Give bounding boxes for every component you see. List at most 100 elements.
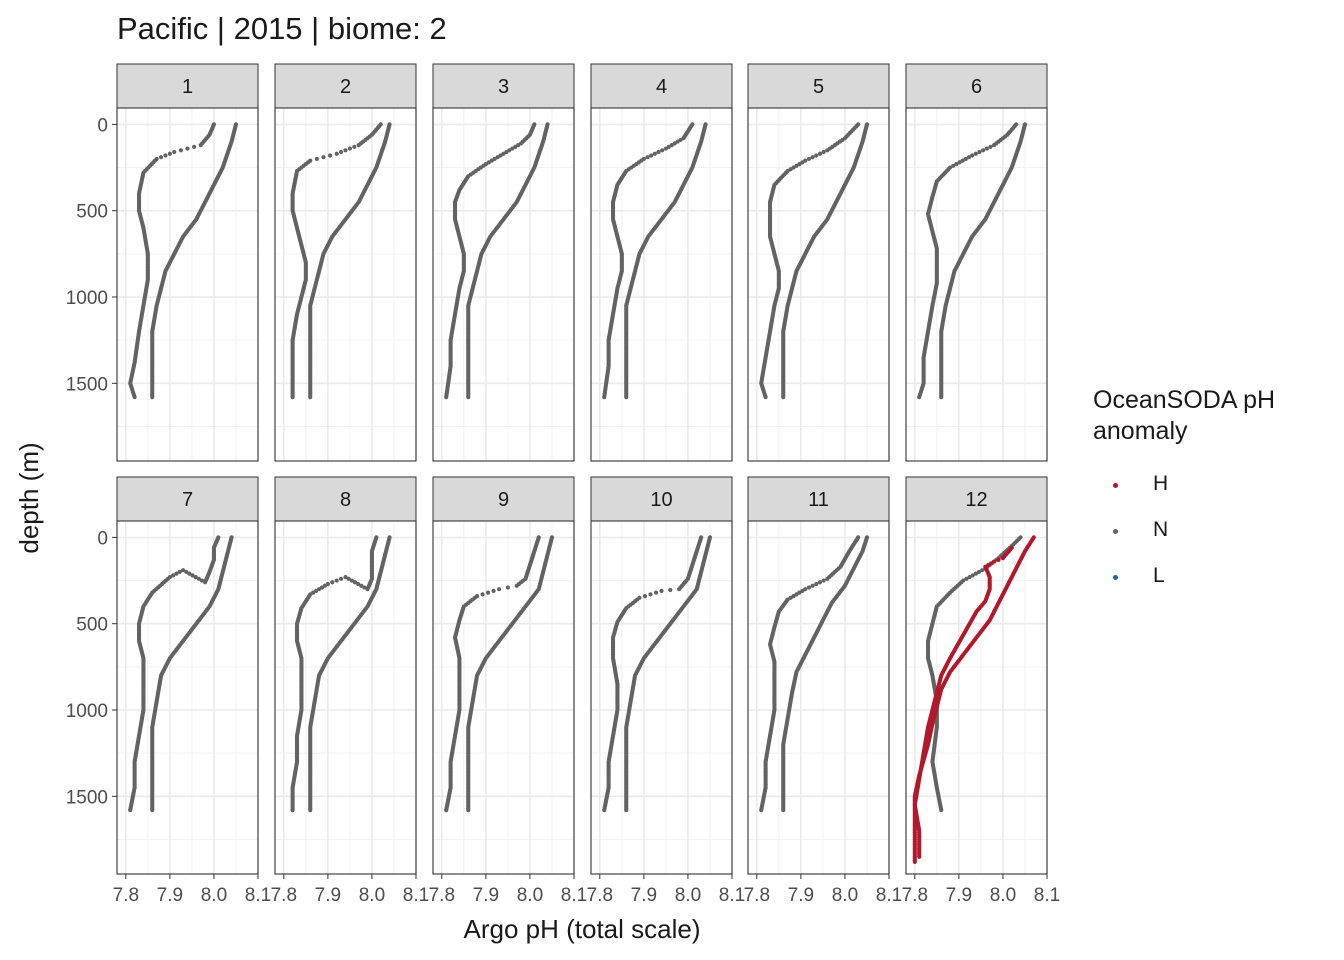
chart-title: Pacific | 2015 | biome: 2	[117, 11, 447, 46]
facet-strip-label: 6	[971, 76, 982, 98]
data-point	[343, 148, 348, 153]
data-point	[677, 587, 682, 592]
data-point	[346, 576, 351, 581]
facet-strip	[747, 63, 890, 109]
data-point	[365, 587, 370, 592]
data-points	[444, 122, 550, 400]
x-tick-label: 7.8	[744, 885, 770, 906]
data-point	[308, 395, 313, 400]
data-point	[763, 395, 768, 400]
data-point	[810, 155, 815, 160]
y-tick-label: 1500	[66, 787, 108, 808]
data-point	[491, 588, 496, 594]
data-point	[174, 571, 179, 576]
panel-border	[747, 107, 890, 462]
data-point	[624, 395, 629, 400]
data-point	[444, 395, 449, 400]
legend-title: OceanSODA pH anomaly	[1093, 385, 1333, 447]
data-point	[957, 160, 962, 165]
data-point	[480, 592, 485, 597]
facet-strip	[274, 476, 417, 522]
x-tick-label: 8.0	[832, 885, 858, 906]
data-point	[359, 583, 364, 588]
legend-label: L	[1153, 564, 1165, 587]
data-point	[347, 146, 353, 151]
x-tick-label: 7.8	[587, 885, 613, 906]
data-point	[180, 568, 186, 573]
y-tick-label: 0	[97, 115, 108, 136]
y-tick-label: 500	[76, 615, 108, 636]
legend-item-h: H	[1093, 463, 1333, 509]
data-points	[444, 535, 555, 813]
data-point	[199, 578, 205, 583]
x-tick-label: 8.1	[1034, 885, 1060, 906]
panel-background	[906, 108, 1047, 461]
panel-background	[748, 108, 889, 461]
data-point	[1000, 556, 1006, 561]
data-point	[821, 149, 826, 155]
panel-background	[591, 521, 732, 874]
facet-strip-label: 10	[650, 489, 672, 511]
data-point	[192, 144, 197, 149]
x-tick-label: 7.9	[473, 885, 499, 906]
data-points	[759, 122, 870, 400]
legend: OceanSODA pH anomaly H N L	[1093, 385, 1333, 601]
x-tick-label: 7.8	[271, 885, 297, 906]
data-point	[810, 583, 815, 588]
data-point	[984, 146, 989, 151]
data-point	[505, 585, 511, 590]
x-axes: 7.8 7.9 8.0 8.1 7.8 7.9 8.0 8.1 7.8 7.9 8.0 8.1 7.8 7…	[113, 874, 1060, 906]
data-point	[196, 576, 201, 581]
facet-panel-10: 10	[590, 476, 733, 875]
data-point	[466, 395, 471, 400]
data-point	[806, 585, 812, 590]
facet-panel-1: 1	[116, 63, 259, 462]
data-point	[466, 808, 471, 813]
x-tick-label: 8.0	[675, 885, 701, 906]
data-point	[781, 395, 786, 400]
data-point	[652, 151, 657, 156]
facet-strip-label: 9	[498, 489, 509, 511]
data-point	[444, 808, 449, 813]
data-point	[190, 573, 195, 578]
x-tick-label: 8.1	[719, 885, 745, 906]
data-point	[128, 808, 133, 813]
x-tick-label: 8.0	[990, 885, 1016, 906]
panel-border	[274, 520, 417, 875]
data-points	[290, 535, 392, 813]
legend-item-l: L	[1093, 555, 1333, 601]
facet-strip-label: 11	[808, 489, 829, 511]
data-points	[602, 122, 708, 400]
data-point	[954, 162, 959, 167]
data-point	[171, 573, 176, 578]
data-point	[960, 158, 965, 163]
data-point	[912, 859, 917, 865]
data-point	[355, 581, 361, 587]
data-point	[308, 808, 313, 813]
data-points	[290, 122, 392, 400]
data-point	[624, 808, 629, 813]
facet-panel-6: 6	[905, 63, 1048, 462]
x-tick-label: 8.1	[561, 885, 587, 906]
data-point	[362, 585, 367, 590]
y-tick-label: 500	[76, 202, 108, 223]
data-point	[814, 153, 819, 158]
y-tick-label: 0	[97, 528, 108, 549]
data-point	[656, 149, 661, 155]
data-point	[969, 153, 975, 158]
x-axis-title: Argo pH (total scale)	[464, 914, 701, 944]
x-tick-label: 8.1	[245, 885, 271, 906]
legend-title-line-2: anomaly	[1093, 417, 1188, 445]
panel-background	[433, 108, 574, 461]
panel-border	[590, 107, 733, 462]
facet-panel-11: 11	[747, 476, 890, 875]
panel-background	[117, 108, 258, 461]
data-points	[917, 122, 1028, 400]
legend-label: N	[1153, 518, 1169, 541]
facet-strip	[116, 63, 259, 109]
data-point	[660, 148, 665, 153]
facet-strip	[432, 63, 575, 109]
legend-item-n: N	[1093, 509, 1333, 555]
data-point	[602, 808, 607, 813]
